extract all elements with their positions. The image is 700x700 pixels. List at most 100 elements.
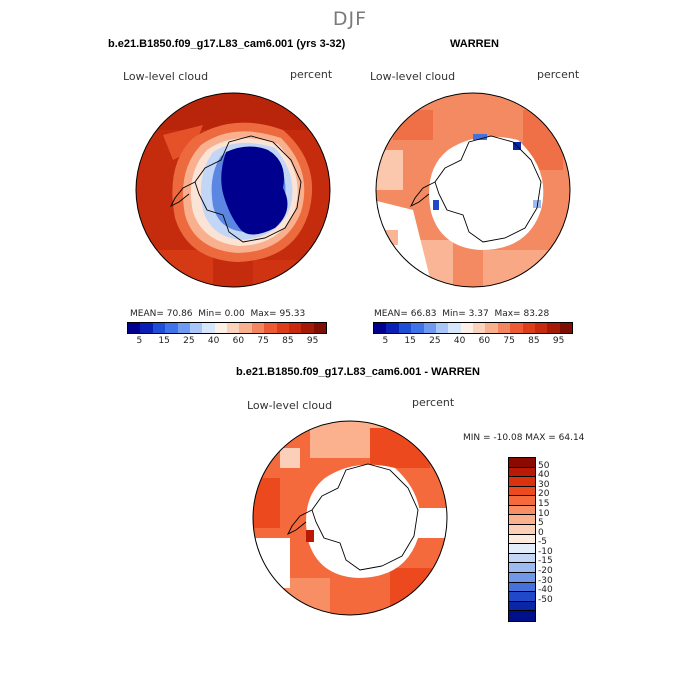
panel3-coastline: [311, 463, 419, 571]
colorbar-swatch: [534, 323, 548, 333]
panel1-variable-label: Low-level cloud: [123, 70, 209, 83]
colorbar-tick-label: 15: [538, 498, 550, 509]
colorbar-swatch: [386, 323, 399, 333]
colorbar-swatch: [509, 496, 535, 506]
colorbar-tick-label: 10: [538, 508, 550, 519]
colorbar-swatch: [398, 323, 412, 333]
colorbar-swatch: [374, 323, 387, 333]
colorbar-swatch: [509, 505, 535, 516]
colorbar-swatch: [288, 323, 302, 333]
colorbar-tick-label: -30: [538, 575, 553, 586]
colorbar-swatch: [214, 323, 227, 333]
colorbar-swatch: [301, 323, 314, 333]
colorbar-swatch: [509, 553, 535, 564]
panel1-stats: MEAN= 70.86 Min= 0.00 Max= 95.33: [130, 309, 306, 319]
panel2-variable-label: Low-level cloud: [370, 70, 456, 83]
colorbar-swatch: [510, 323, 523, 333]
colorbar-tick-label: 5: [538, 518, 544, 529]
colorbar-tick-label: 5: [382, 336, 389, 346]
colorbar-swatch: [177, 323, 190, 333]
colorbar-swatch: [276, 323, 289, 333]
colorbar-swatch: [509, 563, 535, 573]
colorbar-tick-label: -50: [538, 594, 553, 605]
colorbar-swatch: [509, 611, 535, 621]
colorbar-swatch: [509, 582, 535, 593]
colorbar-swatch: [522, 323, 535, 333]
panel2-colorbar: [373, 322, 573, 334]
panel3-title: b.e21.B1850.f09_g17.L83_cam6.001 - WARRE…: [236, 366, 480, 378]
colorbar-tick-label: -5: [538, 537, 547, 548]
colorbar-swatch: [509, 572, 535, 583]
panel2-title: WARREN: [450, 38, 499, 50]
colorbar-swatch: [165, 323, 178, 333]
colorbar-swatch: [509, 477, 535, 487]
panel2-units-label: percent: [537, 68, 580, 81]
colorbar-swatch: [509, 467, 535, 478]
colorbar-tick-label: 75: [257, 336, 269, 346]
panel2-stats: MEAN= 66.83 Min= 3.37 Max= 83.28: [374, 309, 550, 319]
colorbar-tick-label: -20: [538, 566, 553, 577]
colorbar-tick-label: 25: [183, 336, 195, 346]
colorbar-swatch: [509, 515, 535, 526]
colorbar-swatch: [128, 323, 141, 333]
figure-title: DJF: [332, 8, 368, 30]
panel3-units-label: percent: [412, 396, 455, 409]
panel1-colorbar: [127, 322, 327, 334]
colorbar-swatch: [485, 323, 498, 333]
colorbar-swatch: [202, 323, 215, 333]
colorbar-tick-label: 15: [404, 336, 416, 346]
colorbar-swatch: [152, 323, 166, 333]
colorbar-swatch: [509, 534, 535, 545]
colorbar-tick-label: -15: [538, 556, 553, 567]
colorbar-tick-label: 5: [136, 336, 143, 346]
colorbar-tick-label: 0: [538, 527, 544, 538]
panel3-map: [252, 420, 448, 616]
colorbar-swatch: [411, 323, 424, 333]
colorbar-tick-label: -10: [538, 546, 553, 557]
panel3-variable-label: Low-level cloud: [247, 399, 333, 412]
colorbar-swatch: [423, 323, 436, 333]
colorbar-swatch: [251, 323, 265, 333]
colorbar-swatch: [227, 323, 240, 333]
colorbar-swatch: [460, 323, 473, 333]
colorbar-tick-label: 75: [503, 336, 515, 346]
colorbar-swatch: [509, 544, 535, 554]
colorbar-swatch: [559, 323, 572, 333]
colorbar-swatch: [547, 323, 560, 333]
colorbar-tick-label: 20: [538, 489, 550, 500]
colorbar-swatch: [509, 486, 535, 497]
colorbar-tick-label: 85: [528, 336, 540, 346]
panel2-antarctic-field: [429, 136, 544, 250]
panel2-coastline: [434, 135, 542, 243]
colorbar-swatch: [189, 323, 203, 333]
colorbar-swatch: [264, 323, 277, 333]
colorbar-tick-label: -40: [538, 585, 553, 596]
colorbar-tick-label: 50: [538, 460, 550, 471]
colorbar-swatch: [140, 323, 153, 333]
colorbar-swatch: [313, 323, 326, 333]
colorbar-tick-label: 40: [207, 336, 220, 346]
colorbar-swatch: [435, 323, 449, 333]
colorbar-swatch: [509, 592, 535, 602]
colorbar-tick-label: 25: [429, 336, 441, 346]
panel2-map: [375, 92, 571, 288]
colorbar-tick-label: 60: [478, 336, 491, 346]
colorbar-swatch: [473, 323, 486, 333]
panel1-map: [135, 92, 331, 288]
colorbar-tick-label: 95: [552, 336, 565, 346]
colorbar-swatch: [497, 323, 511, 333]
panel1-units-label: percent: [290, 68, 333, 81]
colorbar-swatch: [509, 525, 535, 535]
colorbar-tick-label: 30: [538, 479, 550, 490]
colorbar-swatch: [448, 323, 461, 333]
colorbar-tick-label: 40: [453, 336, 466, 346]
colorbar-tick-label: 85: [282, 336, 294, 346]
panel1-coastline: [194, 135, 302, 243]
colorbar-swatch: [239, 323, 252, 333]
colorbar-swatch: [509, 458, 535, 468]
panel3-minmax: MIN = -10.08 MAX = 64.14: [463, 433, 585, 443]
panel3-antarctic-field: [306, 464, 421, 578]
colorbar-swatch: [509, 601, 535, 612]
colorbar-tick-label: 60: [232, 336, 245, 346]
colorbar-tick-label: 15: [158, 336, 170, 346]
